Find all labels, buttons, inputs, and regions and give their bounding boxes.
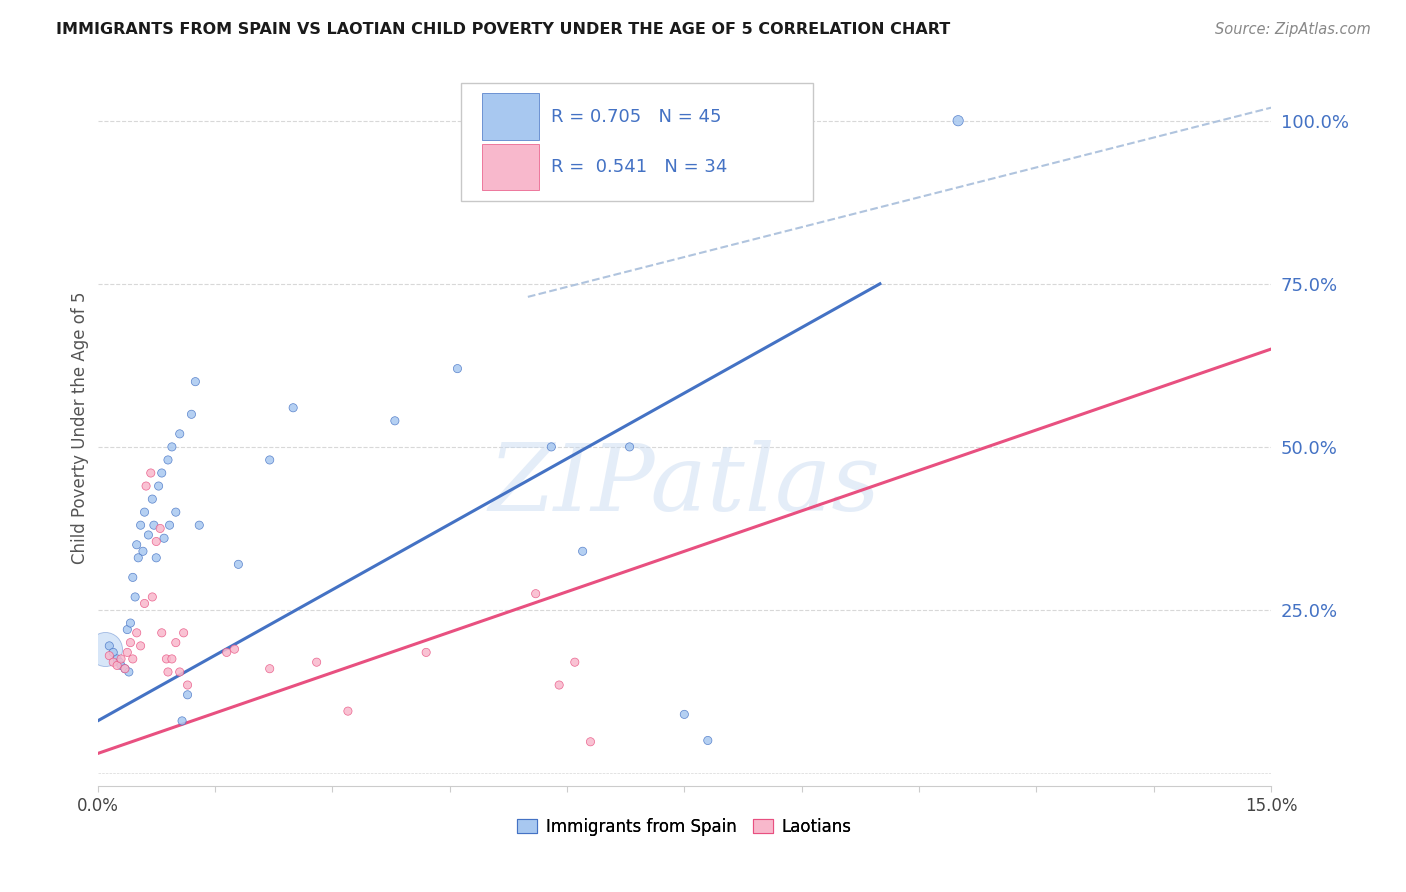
Point	[946, 113, 969, 128]
Point	[129, 639, 152, 653]
Point	[105, 652, 128, 666]
Point	[94, 642, 117, 657]
Point	[259, 662, 281, 676]
Point	[98, 648, 121, 663]
Point	[224, 642, 246, 657]
Text: Source: ZipAtlas.com: Source: ZipAtlas.com	[1215, 22, 1371, 37]
Point	[571, 544, 593, 558]
Point	[766, 113, 789, 128]
Point	[446, 361, 468, 376]
Point	[117, 645, 139, 659]
Point	[114, 662, 136, 676]
Point	[540, 440, 562, 454]
Point	[156, 665, 179, 679]
Point	[108, 655, 131, 669]
Point	[156, 453, 179, 467]
FancyBboxPatch shape	[482, 144, 538, 190]
Point	[118, 665, 141, 679]
Point	[619, 440, 641, 454]
Point	[132, 544, 155, 558]
Point	[145, 534, 167, 549]
Point	[564, 655, 586, 669]
Point	[155, 652, 177, 666]
Point	[103, 645, 125, 659]
Point	[121, 570, 143, 584]
Point	[141, 590, 163, 604]
Point	[548, 678, 571, 692]
Legend: Immigrants from Spain, Laotians: Immigrants from Spain, Laotians	[510, 811, 858, 842]
Point	[176, 688, 198, 702]
Point	[110, 652, 132, 666]
Point	[139, 466, 162, 480]
Point	[138, 528, 160, 542]
Point	[696, 733, 718, 747]
Point	[105, 658, 128, 673]
Point	[150, 466, 173, 480]
Point	[135, 479, 157, 493]
Point	[125, 625, 148, 640]
Point	[160, 652, 183, 666]
Point	[160, 440, 183, 454]
Point	[524, 587, 547, 601]
Text: IMMIGRANTS FROM SPAIN VS LAOTIAN CHILD POVERTY UNDER THE AGE OF 5 CORRELATION CH: IMMIGRANTS FROM SPAIN VS LAOTIAN CHILD P…	[56, 22, 950, 37]
Point	[127, 550, 149, 565]
Point	[142, 518, 165, 533]
Point	[103, 655, 125, 669]
Point	[169, 426, 191, 441]
Point	[305, 655, 328, 669]
Point	[98, 639, 121, 653]
Point	[145, 550, 167, 565]
Point	[134, 505, 156, 519]
Point	[283, 401, 305, 415]
Point	[120, 635, 142, 649]
Point	[134, 597, 156, 611]
Point	[124, 590, 146, 604]
Text: R =  0.541   N = 34: R = 0.541 N = 34	[551, 158, 727, 176]
Point	[169, 665, 191, 679]
FancyBboxPatch shape	[461, 83, 814, 202]
Point	[159, 518, 181, 533]
Point	[384, 414, 406, 428]
Point	[117, 623, 139, 637]
FancyBboxPatch shape	[482, 94, 538, 140]
Point	[141, 492, 163, 507]
Point	[114, 662, 136, 676]
Point	[125, 538, 148, 552]
Point	[188, 518, 211, 533]
Point	[148, 479, 170, 493]
Point	[110, 658, 132, 673]
Point	[228, 558, 250, 572]
Point	[180, 407, 202, 421]
Point	[176, 678, 198, 692]
Text: ZIPatlas: ZIPatlas	[488, 440, 880, 530]
Point	[673, 707, 696, 722]
Point	[579, 735, 602, 749]
Point	[259, 453, 281, 467]
Point	[173, 625, 195, 640]
Text: R = 0.705   N = 45: R = 0.705 N = 45	[551, 108, 721, 126]
Point	[129, 518, 152, 533]
Point	[215, 645, 238, 659]
Point	[121, 652, 143, 666]
Point	[165, 635, 187, 649]
Point	[149, 521, 172, 535]
Point	[170, 714, 193, 728]
Point	[165, 505, 187, 519]
Point	[184, 375, 207, 389]
Point	[120, 615, 142, 630]
Y-axis label: Child Poverty Under the Age of 5: Child Poverty Under the Age of 5	[72, 291, 89, 564]
Point	[415, 645, 437, 659]
Point	[150, 625, 173, 640]
Point	[336, 704, 359, 718]
Point	[153, 531, 176, 545]
